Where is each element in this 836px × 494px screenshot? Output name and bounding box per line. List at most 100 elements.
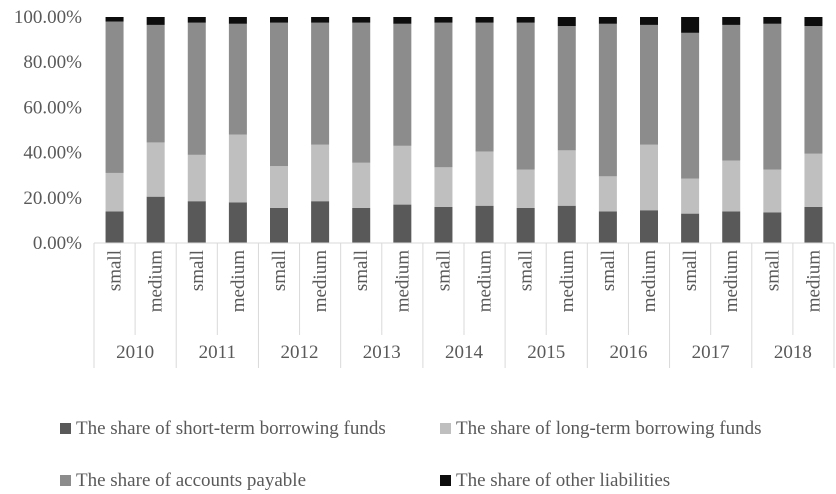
bar-segment [475, 151, 494, 206]
x-subcategory-label: medium [228, 250, 249, 312]
bar-segment [434, 17, 453, 23]
legend-item-short-term: The share of short-term borrowing funds [60, 418, 386, 440]
bar-segment [763, 169, 782, 213]
x-group-label: 2013 [363, 342, 401, 363]
bar-segment [640, 144, 658, 211]
x-group-label: 2014 [445, 342, 484, 363]
x-subcategory-label: medium [475, 250, 496, 312]
bar-segment [393, 204, 412, 243]
bar-segment [187, 154, 206, 202]
bar-segment [270, 17, 288, 23]
bar-segment [187, 17, 206, 23]
x-subcategory-label: medium [146, 250, 167, 312]
x-axis-labels: small medium small medium small medium small me… [105, 250, 825, 363]
bar-segment [228, 17, 247, 24]
bar-segment [187, 22, 206, 155]
y-tick-label: 60.00% [23, 97, 82, 118]
bar-segment [434, 167, 453, 207]
x-subcategory-label: medium [721, 250, 742, 312]
x-group-label: 2012 [281, 342, 319, 363]
bar-segment [270, 207, 288, 243]
bar-segment [270, 166, 288, 208]
bar-segment [311, 22, 330, 145]
legend-item-accounts-payable: The share of accounts payable [60, 470, 306, 492]
x-subcategory-label: medium [557, 250, 578, 312]
x-group-label: 2017 [692, 342, 730, 363]
y-tick-label: 20.00% [23, 188, 82, 209]
bar-segment [763, 212, 782, 243]
bar-segment [804, 17, 823, 27]
bar-segment [640, 24, 658, 145]
bar-segment [598, 23, 617, 177]
bar-segment [352, 207, 371, 243]
bar-segment [640, 17, 658, 25]
legend-label-accounts-payable: The share of accounts payable [76, 470, 307, 491]
bar-segment [434, 206, 453, 243]
bar-segment [352, 17, 371, 23]
x-subcategory-label: medium [803, 250, 824, 312]
y-axis-ticks: 0.00% 20.00% 40.00% 60.00% 80.00% 100.00% [14, 7, 82, 254]
x-subcategory-label: small [598, 250, 619, 291]
bar-segment [146, 142, 165, 197]
bar-segment [516, 17, 535, 23]
x-subcategory-label: medium [392, 250, 413, 312]
x-subcategory-label: small [187, 250, 208, 291]
bar-segment [516, 169, 535, 208]
bar-segment [722, 24, 741, 161]
bar-segment [475, 17, 494, 23]
bar-segment [763, 23, 782, 170]
bar-segment [804, 206, 823, 243]
x-subcategory-label: small [351, 250, 372, 291]
bar-segment [270, 22, 288, 167]
bar-segment [681, 17, 700, 33]
x-group-label: 2016 [609, 342, 647, 363]
bar-segment [557, 150, 576, 206]
bar-segment [681, 213, 700, 243]
bar-segment [598, 17, 617, 24]
y-tick-label: 100.00% [14, 7, 82, 28]
bar-segment [516, 207, 535, 243]
legend-swatch-other-liabilities [440, 475, 451, 486]
legend-swatch-long-term [440, 423, 451, 434]
legend-label-long-term: The share of long-term borrowing funds [456, 418, 762, 439]
x-group-label: 2018 [774, 342, 812, 363]
x-subcategory-label: small [269, 250, 290, 291]
y-tick-label: 40.00% [23, 143, 82, 164]
bar-segment [722, 160, 741, 212]
axes [93, 242, 835, 368]
stacked-bar-chart: 0.00% 20.00% 40.00% 60.00% 80.00% 100.00% sma… [14, 7, 835, 368]
bar-segment [352, 22, 371, 163]
bar-segment [393, 23, 412, 146]
bar-segment [434, 22, 453, 168]
bar-segment [228, 134, 247, 203]
bar-segment [804, 153, 823, 207]
x-group-label: 2015 [527, 342, 565, 363]
bar-segment [516, 22, 535, 170]
bar-segment [146, 17, 165, 25]
bar-segment [105, 17, 124, 22]
x-subcategory-label: medium [639, 250, 660, 312]
bar-segment [146, 24, 165, 143]
y-tick-label: 80.00% [23, 52, 82, 73]
bar-segment [105, 172, 124, 212]
bar-segment [228, 23, 247, 135]
x-group-label: 2010 [116, 342, 154, 363]
bar-segment [475, 205, 494, 243]
bar-segment [311, 17, 330, 23]
legend-item-other-liabilities: The share of other liabilities [440, 470, 670, 492]
bar-segment [393, 17, 412, 24]
bar-segment [557, 205, 576, 243]
x-subcategory-label: medium [310, 250, 331, 312]
legend-swatch-short-term [60, 423, 71, 434]
bar-segment [393, 145, 412, 205]
bar-segment [105, 211, 124, 243]
bar-segment [722, 17, 741, 25]
legend-item-long-term: The share of long-term borrowing funds [440, 418, 762, 440]
bar-segment [311, 201, 330, 243]
bar-segment [640, 210, 658, 243]
bar-segment [228, 202, 247, 243]
x-subcategory-label: small [105, 250, 126, 291]
legend-swatch-accounts-payable [60, 475, 71, 486]
x-subcategory-label: small [762, 250, 783, 291]
x-subcategory-label: small [680, 250, 701, 291]
